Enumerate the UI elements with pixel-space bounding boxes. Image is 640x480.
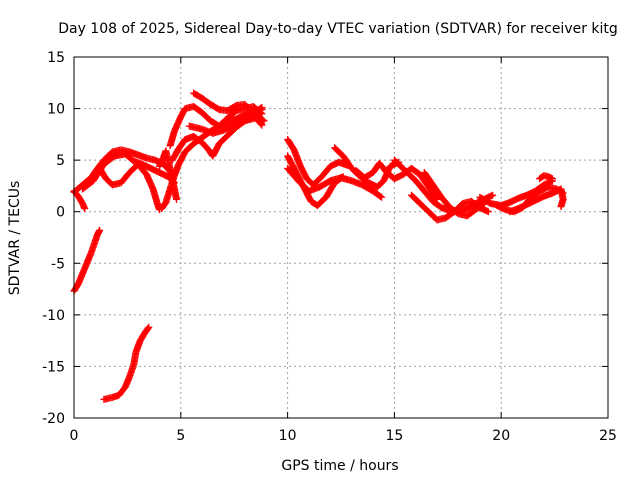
y-axis-label: SDTVAR / TECUs (7, 181, 23, 296)
series-arc-15 (284, 164, 386, 201)
series-arc-12 (155, 147, 181, 203)
axis-ticks: 0 5 10 15 20 25 -20 -15 -10 -5 0 5 10 15 (42, 50, 617, 444)
y-tick-label: -15 (42, 359, 65, 375)
data-series (70, 89, 567, 403)
data-point (96, 226, 104, 234)
chart-title: Day 108 of 2025, Sidereal Day-to-day VTE… (58, 21, 618, 37)
data-point (484, 208, 492, 216)
x-tick-label: 15 (385, 428, 403, 444)
series-arc-5 (96, 160, 163, 214)
y-tick-label: -10 (42, 308, 65, 324)
data-point (377, 193, 385, 201)
data-point (557, 203, 565, 211)
series-arc-1 (70, 226, 104, 295)
data-point (378, 193, 386, 201)
x-tick-label: 5 (176, 428, 185, 444)
data-point (144, 324, 152, 332)
y-tick-label: 5 (56, 153, 65, 169)
x-tick-label: 20 (492, 428, 510, 444)
series-arc-23 (506, 185, 567, 216)
y-tick-label: 15 (47, 50, 65, 66)
series-arc-9 (168, 114, 266, 164)
grid-lines (74, 57, 608, 418)
data-point (81, 205, 89, 213)
series-arc-24 (536, 172, 556, 183)
data-point (145, 323, 153, 331)
series-arc-10 (185, 104, 266, 137)
y-tick-label: 0 (56, 205, 65, 221)
data-point (260, 117, 268, 125)
data-point (257, 104, 265, 112)
x-tick-label: 0 (70, 428, 79, 444)
x-axis-label: GPS time / hours (281, 458, 398, 474)
series-arc-2 (70, 187, 89, 213)
x-tick-label: 10 (279, 428, 297, 444)
data-point (259, 116, 267, 124)
series-arc-6 (100, 323, 153, 403)
x-tick-label: 25 (599, 428, 617, 444)
data-point (489, 191, 497, 199)
y-tick-label: 10 (47, 102, 65, 118)
series-arc-11 (190, 89, 268, 125)
data-point (258, 104, 266, 112)
series-arc-16 (331, 144, 403, 191)
series-arc-20 (420, 169, 488, 220)
data-point (258, 121, 266, 129)
series-arc-8 (166, 103, 266, 150)
y-tick-label: -5 (51, 256, 65, 272)
y-tick-label: -20 (42, 411, 65, 427)
data-point (173, 195, 181, 203)
plot-frame (73, 56, 609, 419)
data-point (548, 175, 556, 183)
